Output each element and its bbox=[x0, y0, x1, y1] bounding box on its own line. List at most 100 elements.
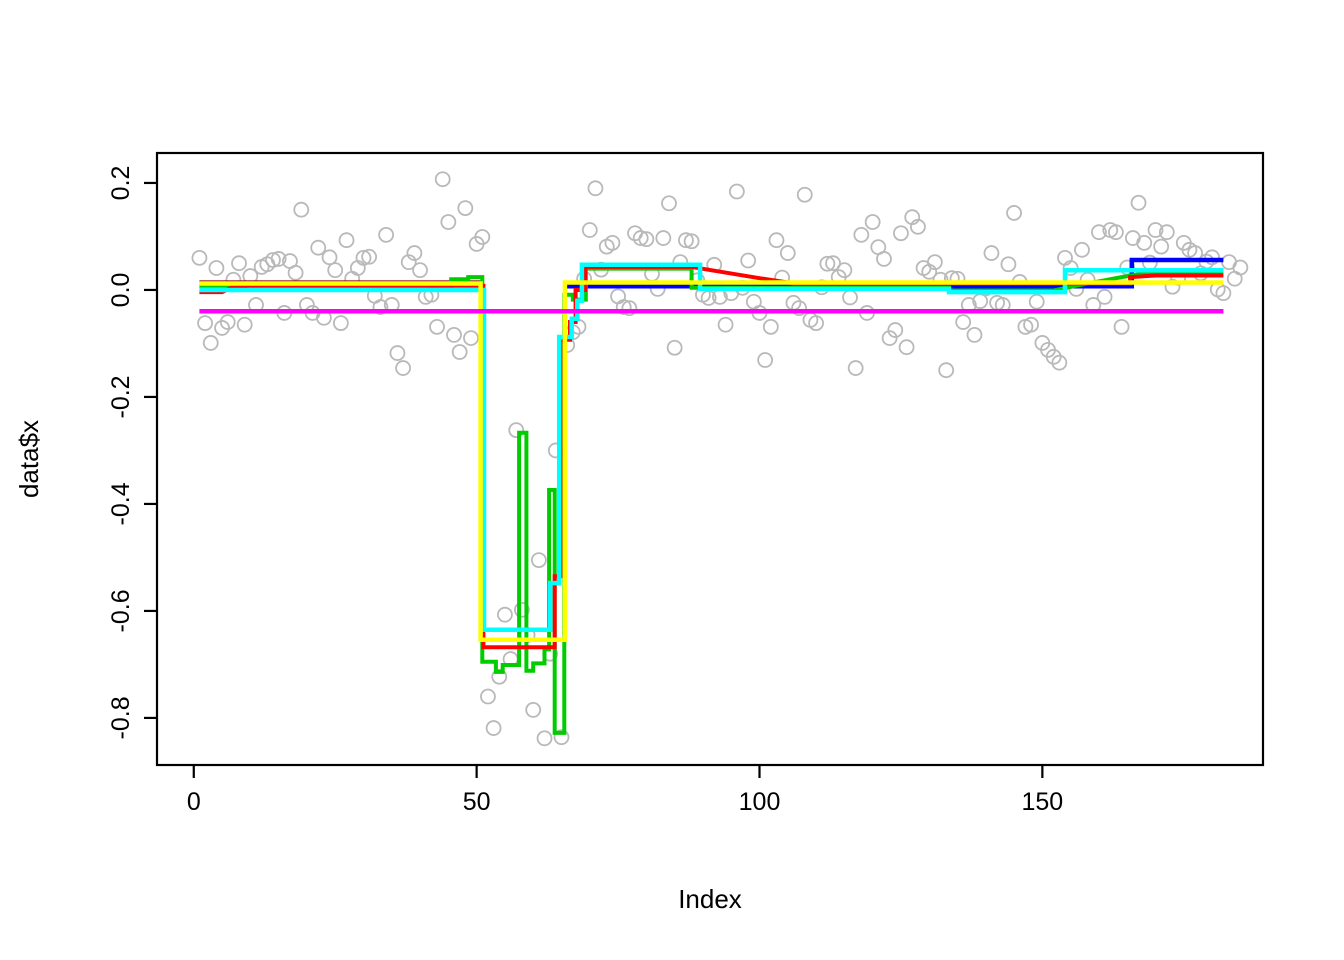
data-point bbox=[474, 229, 491, 245]
data-point bbox=[587, 180, 604, 197]
x-tick-label: 100 bbox=[739, 788, 781, 816]
data-point bbox=[1045, 348, 1062, 365]
y-tick-label: 0.0 bbox=[107, 273, 135, 308]
scatter-points-layer bbox=[191, 171, 1249, 747]
data-point bbox=[513, 601, 530, 618]
data-point bbox=[910, 218, 926, 235]
data-point bbox=[208, 260, 225, 276]
data-point bbox=[926, 254, 943, 271]
data-point bbox=[796, 186, 813, 203]
data-point bbox=[1051, 354, 1068, 371]
data-point bbox=[938, 362, 955, 379]
data-point bbox=[1232, 259, 1249, 276]
data-point bbox=[372, 299, 389, 315]
data-point bbox=[966, 326, 983, 343]
data-point bbox=[615, 299, 632, 315]
data-point bbox=[355, 249, 372, 266]
data-point bbox=[604, 234, 621, 251]
series-green-line bbox=[199, 266, 1224, 735]
data-point bbox=[655, 230, 672, 246]
data-point bbox=[1158, 224, 1175, 241]
data-point bbox=[638, 231, 655, 248]
data-point bbox=[1006, 205, 1022, 221]
data-point bbox=[508, 422, 525, 439]
data-point bbox=[898, 339, 915, 356]
data-point bbox=[621, 300, 638, 317]
data-point bbox=[231, 255, 247, 272]
y-tick-label: -0.8 bbox=[107, 696, 135, 739]
data-point bbox=[293, 201, 310, 218]
data-point bbox=[853, 226, 870, 243]
data-point bbox=[236, 316, 253, 333]
data-point bbox=[321, 249, 338, 266]
data-point bbox=[491, 668, 508, 685]
series-red-line bbox=[199, 264, 1224, 650]
data-point bbox=[666, 339, 683, 356]
data-point bbox=[1096, 289, 1113, 305]
data-point bbox=[836, 262, 853, 279]
data-point bbox=[678, 232, 694, 249]
step-lines-layer bbox=[199, 257, 1224, 735]
data-point bbox=[485, 720, 502, 736]
data-point bbox=[219, 314, 236, 330]
data-point bbox=[1164, 278, 1181, 295]
data-point bbox=[1000, 256, 1017, 273]
data-point bbox=[536, 730, 553, 747]
data-point bbox=[768, 232, 785, 249]
data-point bbox=[1023, 316, 1039, 333]
data-point bbox=[265, 252, 281, 268]
data-point bbox=[842, 289, 858, 306]
data-point bbox=[1091, 224, 1107, 241]
data-point bbox=[400, 254, 417, 271]
data-point bbox=[332, 315, 349, 332]
data-point bbox=[197, 315, 213, 332]
plot-border-box bbox=[155, 151, 1265, 767]
data-point bbox=[661, 195, 677, 212]
data-point bbox=[893, 225, 909, 242]
data-point bbox=[887, 322, 904, 338]
y-tick-label: -0.2 bbox=[107, 375, 135, 418]
y-tick-label: -0.4 bbox=[107, 482, 135, 525]
data-point bbox=[457, 200, 474, 217]
data-point bbox=[740, 252, 757, 269]
data-point bbox=[864, 214, 881, 230]
data-point bbox=[463, 330, 479, 346]
data-point bbox=[825, 255, 841, 272]
data-point bbox=[530, 552, 547, 569]
data-point bbox=[847, 360, 864, 376]
x-tick-label: 150 bbox=[1022, 788, 1064, 816]
x-tick-label: 50 bbox=[463, 788, 491, 816]
data-point bbox=[553, 729, 570, 746]
data-point bbox=[480, 688, 496, 705]
data-point bbox=[412, 262, 428, 279]
data-point bbox=[270, 251, 287, 267]
data-point bbox=[1074, 241, 1090, 258]
data-point bbox=[881, 330, 898, 346]
data-point bbox=[434, 171, 451, 188]
data-point bbox=[728, 183, 745, 200]
data-point bbox=[808, 315, 824, 332]
data-point bbox=[406, 245, 423, 261]
data-point bbox=[632, 230, 649, 246]
data-point bbox=[1153, 238, 1170, 255]
data-point bbox=[1147, 222, 1164, 238]
data-point bbox=[378, 226, 395, 243]
data-point bbox=[446, 326, 462, 343]
data-point bbox=[497, 606, 513, 623]
y-tick-label: 0.2 bbox=[107, 166, 135, 201]
data-point bbox=[338, 232, 355, 249]
data-point bbox=[819, 255, 836, 272]
data-point bbox=[779, 245, 796, 261]
series-yellow-line bbox=[199, 280, 1224, 643]
data-point bbox=[1215, 285, 1232, 302]
data-point bbox=[683, 233, 700, 250]
data-point bbox=[310, 239, 327, 256]
data-point bbox=[327, 262, 344, 279]
data-point bbox=[757, 352, 774, 368]
data-point bbox=[202, 335, 219, 351]
data-point bbox=[1204, 249, 1220, 266]
data-point bbox=[214, 320, 230, 336]
axes-layer: 0 50 100 150 0.2 0.0 -0.2 -0.4 -0.6 -0.8 bbox=[107, 166, 1063, 816]
data-point bbox=[1130, 194, 1147, 211]
